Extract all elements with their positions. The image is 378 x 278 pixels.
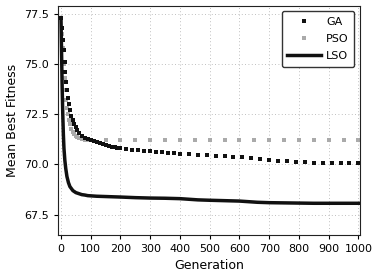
GA <box>74 126 78 129</box>
LSO <box>326 202 331 205</box>
PSO <box>65 106 70 110</box>
Y-axis label: Mean Best Fitness: Mean Best Fitness <box>6 64 19 177</box>
LSO <box>85 194 90 197</box>
LSO <box>133 196 138 199</box>
LSO <box>77 192 81 195</box>
PSO <box>72 133 77 136</box>
LSO <box>71 189 75 192</box>
LSO <box>163 197 167 200</box>
PSO <box>192 139 197 142</box>
GA <box>356 161 361 165</box>
PSO <box>133 139 138 142</box>
LSO <box>112 195 117 198</box>
GA <box>154 150 158 154</box>
PSO <box>148 139 152 142</box>
LSO <box>249 200 254 203</box>
PSO <box>356 139 361 142</box>
LSO <box>62 147 66 150</box>
LSO <box>297 202 301 205</box>
PSO <box>103 139 108 142</box>
PSO <box>85 139 90 142</box>
PSO <box>341 139 346 142</box>
LSO <box>341 202 346 205</box>
Line: PSO: PSO <box>59 15 361 143</box>
LSO <box>195 198 200 202</box>
PSO <box>178 139 182 142</box>
PSO <box>60 46 65 49</box>
GA <box>71 118 75 122</box>
PSO <box>297 139 301 142</box>
GA <box>329 162 334 165</box>
LSO <box>82 193 87 197</box>
PSO <box>311 139 316 142</box>
PSO <box>118 139 123 142</box>
PSO <box>74 135 78 138</box>
GA <box>59 16 63 19</box>
PSO <box>62 76 67 80</box>
LSO <box>59 52 64 56</box>
LSO <box>64 167 68 170</box>
PSO <box>60 32 64 35</box>
LSO <box>282 201 286 205</box>
LSO <box>208 198 212 202</box>
GA <box>91 140 96 143</box>
LSO <box>60 113 65 116</box>
LSO <box>237 199 242 203</box>
LSO <box>66 181 71 184</box>
Line: GA: GA <box>59 15 361 166</box>
LSO <box>178 197 182 200</box>
LSO <box>118 195 123 199</box>
PSO <box>71 131 75 134</box>
X-axis label: Generation: Generation <box>174 259 244 272</box>
LSO <box>63 159 67 162</box>
PSO <box>68 123 72 126</box>
PSO <box>267 139 271 142</box>
LSO <box>222 199 227 202</box>
PSO <box>252 139 257 142</box>
PSO <box>59 16 63 19</box>
PSO <box>75 136 80 139</box>
LSO <box>255 201 260 204</box>
LSO <box>106 195 111 198</box>
PSO <box>66 113 70 116</box>
LSO <box>60 86 64 90</box>
LSO <box>94 195 99 198</box>
PSO <box>88 139 93 142</box>
PSO <box>77 137 81 140</box>
PSO <box>282 139 286 142</box>
LSO <box>311 202 316 205</box>
PSO <box>69 128 74 131</box>
Legend: GA, PSO, LSO: GA, PSO, LSO <box>282 11 354 67</box>
LSO <box>68 185 72 188</box>
LSO <box>74 191 78 194</box>
LSO <box>65 175 69 178</box>
PSO <box>237 139 242 142</box>
PSO <box>79 138 84 141</box>
PSO <box>163 139 167 142</box>
GA <box>285 160 289 163</box>
LSO <box>184 197 188 201</box>
PSO <box>67 118 71 122</box>
LSO <box>61 133 66 136</box>
PSO <box>63 88 68 92</box>
GA <box>130 148 135 151</box>
PSO <box>61 62 66 66</box>
LSO <box>243 200 248 203</box>
LSO <box>356 202 361 205</box>
LSO <box>190 198 194 201</box>
LSO <box>148 196 152 200</box>
LSO <box>100 195 105 198</box>
LSO <box>88 194 93 197</box>
LSO <box>79 193 84 196</box>
PSO <box>64 98 69 102</box>
PSO <box>222 139 227 142</box>
PSO <box>82 138 87 142</box>
PSO <box>326 139 331 142</box>
LSO <box>267 201 271 204</box>
Line: LSO: LSO <box>61 18 358 203</box>
PSO <box>208 139 212 142</box>
LSO <box>59 16 63 19</box>
